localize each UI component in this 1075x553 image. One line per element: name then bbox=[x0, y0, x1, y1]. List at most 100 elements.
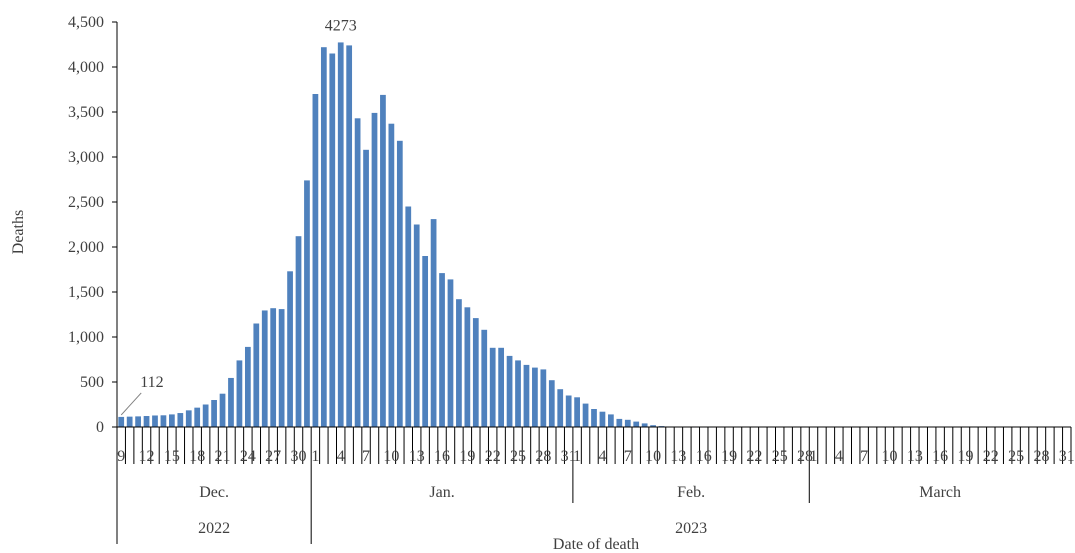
x-day-label: 27 bbox=[265, 448, 281, 465]
x-day-label: 16 bbox=[696, 448, 712, 465]
x-day-label: 15 bbox=[164, 448, 180, 465]
x-day-label: 22 bbox=[983, 448, 999, 465]
x-day-label: 19 bbox=[957, 448, 973, 465]
x-day-label: 21 bbox=[215, 448, 231, 465]
bar bbox=[253, 323, 260, 427]
x-year-label: 2023 bbox=[675, 520, 707, 537]
bar bbox=[396, 140, 403, 428]
bar bbox=[270, 308, 277, 427]
x-day-label: 7 bbox=[860, 448, 868, 465]
bar bbox=[211, 400, 217, 427]
x-day-label: 25 bbox=[510, 448, 526, 465]
bar bbox=[371, 112, 378, 428]
bar bbox=[363, 149, 369, 428]
x-day-label: 25 bbox=[772, 448, 788, 465]
bar bbox=[506, 355, 513, 427]
x-day-label: 28 bbox=[535, 448, 551, 465]
bar bbox=[118, 416, 125, 427]
bar bbox=[388, 123, 395, 427]
x-day-label: 4 bbox=[598, 448, 606, 465]
x-day-label: 28 bbox=[797, 448, 813, 465]
y-tick-label: 1,000 bbox=[68, 329, 104, 346]
bar bbox=[304, 180, 310, 427]
bar bbox=[557, 389, 564, 427]
bar bbox=[287, 271, 293, 427]
y-axis-label: Deaths bbox=[10, 210, 27, 254]
bar bbox=[481, 329, 488, 427]
y-tick-label: 500 bbox=[80, 374, 104, 391]
bar bbox=[456, 299, 462, 427]
bar bbox=[228, 377, 234, 427]
y-tick-label: 0 bbox=[96, 419, 104, 436]
bar bbox=[430, 219, 437, 427]
x-day-label: 22 bbox=[485, 448, 501, 465]
x-axis-label: Date of death bbox=[553, 536, 639, 553]
y-tick-label: 1,500 bbox=[68, 284, 104, 301]
x-day-label: 25 bbox=[1008, 448, 1024, 465]
x-day-label: 18 bbox=[189, 448, 205, 465]
bar bbox=[320, 47, 327, 427]
x-day-label: 19 bbox=[721, 448, 737, 465]
x-month-label: Jan. bbox=[429, 484, 454, 501]
bar bbox=[608, 414, 614, 427]
x-day-label: 22 bbox=[746, 448, 762, 465]
x-axis: 9 12 15 18 21 24 27 30 1 4 7 10 13 16 19 22 25 28 311 4 7 10 1… bbox=[116, 426, 1075, 544]
x-day-label: 28 bbox=[1033, 448, 1049, 465]
x-year-label: 2022 bbox=[198, 520, 230, 537]
bar bbox=[405, 206, 412, 427]
x-month-label: March bbox=[919, 484, 961, 501]
bar bbox=[565, 395, 572, 427]
x-day-label: 31 bbox=[1059, 448, 1075, 465]
y-tick-label: 4,500 bbox=[68, 14, 104, 31]
annotation-leader-line bbox=[120, 392, 142, 416]
x-day-label: 1 bbox=[810, 448, 818, 465]
bar bbox=[152, 415, 158, 427]
x-day-label: 12 bbox=[139, 448, 155, 465]
bar bbox=[346, 45, 353, 428]
bar bbox=[169, 414, 175, 427]
x-month-label: Feb. bbox=[677, 484, 705, 501]
bar bbox=[422, 256, 429, 427]
y-tick-label: 4,000 bbox=[68, 59, 104, 76]
bar bbox=[194, 407, 201, 427]
x-day-label: 10 bbox=[881, 448, 897, 465]
x-day-label: 31 bbox=[561, 448, 577, 465]
bar bbox=[532, 367, 538, 427]
bar bbox=[261, 310, 268, 427]
y-tick-label: 2,500 bbox=[68, 194, 104, 211]
bar bbox=[236, 360, 243, 427]
bar bbox=[413, 224, 420, 427]
bar bbox=[591, 409, 597, 427]
bar bbox=[447, 279, 454, 427]
bar bbox=[202, 404, 209, 427]
bar bbox=[439, 273, 445, 427]
x-day-label: 4 bbox=[337, 448, 345, 465]
bar bbox=[641, 423, 648, 427]
bar bbox=[498, 347, 505, 427]
bar bbox=[574, 397, 580, 427]
bar bbox=[472, 318, 479, 427]
x-day-label: 4 bbox=[835, 448, 843, 465]
x-day-label: 10 bbox=[645, 448, 661, 465]
x-month-label: Dec. bbox=[199, 484, 229, 501]
y-tick-label: 3,500 bbox=[68, 104, 104, 121]
x-day-label: 30 bbox=[291, 448, 307, 465]
x-day-label: 1 bbox=[573, 448, 581, 465]
bar bbox=[548, 380, 555, 427]
bar bbox=[354, 118, 361, 428]
annotation-label-min: 112 bbox=[140, 374, 163, 391]
bar bbox=[177, 413, 184, 427]
bar bbox=[523, 364, 530, 427]
bars bbox=[118, 42, 716, 428]
y-tick-label: 3,000 bbox=[68, 149, 104, 166]
bar bbox=[126, 416, 133, 427]
annotation-label-peak: 4273 bbox=[325, 17, 357, 34]
bar bbox=[219, 393, 226, 427]
x-day-label: 13 bbox=[409, 448, 425, 465]
x-day-label: 1 bbox=[311, 448, 319, 465]
x-day-label: 13 bbox=[907, 448, 923, 465]
bar bbox=[380, 94, 386, 428]
x-day-label: 24 bbox=[240, 448, 256, 465]
bar bbox=[540, 369, 547, 427]
